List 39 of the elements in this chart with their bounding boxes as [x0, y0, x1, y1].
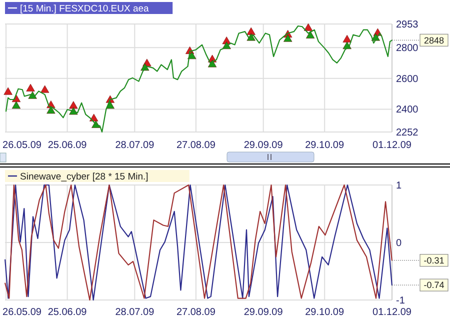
point [304, 23, 313, 31]
x-tick-label: 25.06.09 [48, 307, 88, 318]
y-tick-label: 2600 [396, 74, 419, 85]
y-tick-label: 2800 [396, 43, 419, 54]
y-tick-label: 1 [396, 180, 402, 192]
annotation: -0.31 [424, 255, 444, 266]
legend-label: Sinewave_cyber [28 * 15 Min.] [20, 171, 148, 182]
x-tick-label: 01.12.09 [372, 307, 412, 318]
point [26, 84, 35, 92]
point [4, 87, 12, 95]
point [12, 101, 21, 109]
x-tick-label: 29.10.09 [305, 307, 344, 318]
x-tick-label: 27.08.09 [176, 307, 216, 318]
point [342, 34, 352, 42]
x-tick-label: 29.09.09 [244, 307, 284, 318]
y-tick-label: 2400 [396, 104, 419, 116]
x-tick-label: 27.08.09 [176, 140, 216, 151]
point [188, 52, 196, 60]
y-tick-label: -1 [396, 296, 406, 306]
x-tick-label: 29.09.09 [244, 140, 284, 151]
x-tick-label: 29.10.09 [305, 140, 344, 151]
y-tick-label: 2953 [396, 20, 419, 30]
line-series [5, 25, 393, 133]
point [284, 34, 292, 42]
annotation: -0.74 [424, 280, 444, 290]
x-tick-label: 25.06.09 [48, 140, 88, 151]
x-tick-label: 26.05.09 [2, 307, 42, 318]
x-tick-label: 28.07.09 [115, 307, 155, 318]
y-tick-label: 0 [396, 238, 402, 249]
point [306, 30, 315, 38]
point [69, 101, 78, 109]
point [46, 106, 56, 114]
text: [15 Min.] FESXDC10.EUX aea [20, 3, 150, 14]
x-tick-label: 01.12.09 [372, 140, 412, 151]
point [40, 85, 50, 93]
annotation: 2848 [424, 35, 444, 46]
y-tick-label: 2252 [396, 128, 419, 138]
x-tick-label: 26.05.09 [2, 140, 42, 151]
x-tick-label: 28.07.09 [115, 140, 155, 151]
